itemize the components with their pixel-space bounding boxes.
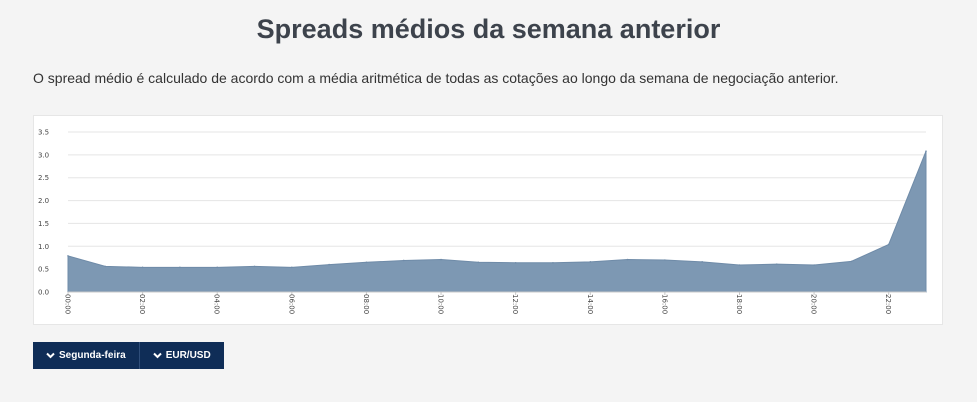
chevron-down-icon bbox=[46, 352, 55, 359]
y-tick-label: 2.5 bbox=[38, 174, 49, 182]
y-tick-label: 0.0 bbox=[38, 289, 49, 297]
data-point bbox=[701, 261, 703, 263]
data-point bbox=[589, 261, 592, 263]
data-point bbox=[104, 265, 107, 268]
x-tick-label: 10:00 bbox=[437, 294, 445, 314]
pair-select-button[interactable]: EUR/USD bbox=[138, 342, 224, 369]
y-tick-label: 1.0 bbox=[38, 243, 49, 251]
data-point bbox=[552, 261, 554, 264]
data-point bbox=[626, 258, 629, 261]
data-point bbox=[291, 266, 293, 269]
data-point bbox=[440, 258, 442, 261]
pair-select-label: EUR/USD bbox=[165, 350, 211, 361]
x-tick-label: 16:00 bbox=[660, 294, 668, 314]
data-point bbox=[365, 261, 368, 264]
data-point bbox=[925, 150, 927, 152]
data-point bbox=[813, 264, 815, 266]
chart-filter-controls: Segunda-feira EUR/USD bbox=[33, 342, 224, 369]
page-description: O spread médio é calculado de acordo com… bbox=[33, 70, 839, 86]
spread-chart: 0.0 0.5 1.0 1.5 2.0 2.5 3.0 3.5 00:00 02:00 04:00 0… bbox=[33, 115, 943, 325]
day-select-label: Segunda-feira bbox=[59, 350, 126, 361]
x-tick-label: 02:00 bbox=[138, 294, 146, 314]
y-tick-label: 1.5 bbox=[38, 220, 49, 228]
data-point bbox=[775, 263, 778, 265]
day-select-button[interactable]: Segunda-feira bbox=[33, 342, 139, 369]
x-tick-label: 06:00 bbox=[287, 294, 295, 314]
spread-area-chart: 0.0 0.5 1.0 1.5 2.0 2.5 3.0 3.5 00:00 02:00 04:00 0… bbox=[38, 129, 927, 314]
x-tick-label: 18:00 bbox=[735, 294, 743, 314]
data-point bbox=[887, 243, 890, 246]
x-tick-label: 14:00 bbox=[586, 294, 594, 314]
x-tick-label: 00:00 bbox=[64, 294, 72, 314]
y-tick-label: 3.0 bbox=[38, 151, 49, 159]
data-point bbox=[67, 255, 69, 257]
y-tick-label: 0.5 bbox=[38, 266, 49, 274]
x-tick-label: 20:00 bbox=[810, 294, 818, 314]
y-tick-label: 3.5 bbox=[38, 129, 49, 137]
chevron-down-icon bbox=[152, 352, 162, 359]
x-tick-label: 12:00 bbox=[511, 294, 519, 314]
data-point bbox=[402, 259, 405, 262]
data-point bbox=[179, 266, 181, 269]
data-point bbox=[664, 259, 666, 261]
data-point bbox=[850, 260, 853, 263]
x-tick-label: 22:00 bbox=[884, 294, 892, 314]
data-point bbox=[253, 265, 256, 268]
y-tick-label: 2.0 bbox=[38, 197, 49, 205]
data-point bbox=[477, 261, 480, 264]
x-tick-label: 04:00 bbox=[213, 294, 221, 314]
page-title: Spreads médios da semana anterior bbox=[256, 14, 721, 44]
data-point bbox=[141, 266, 144, 269]
data-point bbox=[514, 261, 517, 264]
data-point bbox=[738, 264, 741, 266]
x-tick-label: 08:00 bbox=[362, 294, 370, 314]
series-area bbox=[67, 151, 927, 293]
data-point bbox=[216, 266, 219, 269]
data-point bbox=[328, 263, 330, 266]
